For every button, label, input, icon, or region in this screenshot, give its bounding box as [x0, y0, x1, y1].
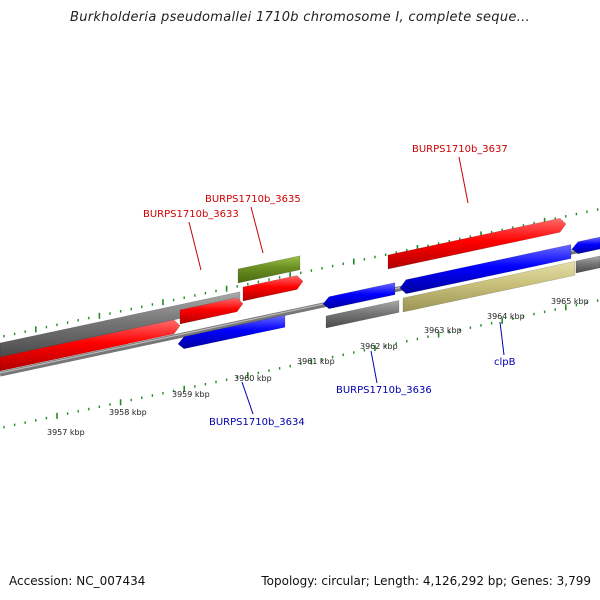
scale-label: 3958 kbp — [109, 408, 147, 417]
gene-label[interactable]: clpB — [494, 357, 516, 368]
gene-label[interactable]: BURPS1710b_3636 — [336, 385, 432, 396]
scale-label: 3964 kbp — [487, 312, 525, 321]
gene-feature-forward[interactable] — [179, 297, 244, 325]
gene-feature-gray[interactable] — [325, 300, 400, 329]
scale-labels: 3957 kbp 3958 kbp 3959 kbp 3960 kbp 3961 kbp… — [47, 297, 589, 437]
scale-label: 3960 kbp — [234, 374, 272, 383]
scale-label: 3962 kbp — [360, 342, 398, 351]
scale-label: 3965 kbp — [551, 297, 589, 306]
gene-label[interactable]: BURPS1710b_3634 — [209, 417, 305, 428]
map-title: Burkholderia pseudomallei 1710b chromoso… — [69, 10, 530, 25]
scale-ticks — [3, 208, 599, 429]
callout-line — [188, 221, 202, 271]
gene-feature-forward[interactable] — [242, 275, 304, 302]
scale-label: 3963 kbp — [424, 326, 462, 335]
callout-line — [499, 321, 505, 356]
gene-feature-reverse[interactable] — [177, 314, 286, 349]
gene-features[interactable] — [0, 218, 600, 372]
gene-feature-forward[interactable] — [387, 218, 567, 270]
gene-label[interactable]: BURPS1710b_3637 — [412, 144, 508, 155]
scale-label: 3957 kbp — [47, 428, 85, 437]
callout-line — [370, 350, 378, 384]
gene-feature-olive[interactable] — [237, 255, 301, 284]
scale-label: 3959 kbp — [172, 390, 210, 399]
callout-line — [458, 156, 469, 204]
gene-callouts: BURPS1710b_3637 BURPS1710b_3635 BURPS1710b… — [143, 144, 516, 428]
gene-feature-gray[interactable] — [575, 255, 600, 274]
gene-feature-reverse[interactable] — [399, 244, 572, 294]
gene-label[interactable]: BURPS1710b_3633 — [143, 209, 239, 220]
scale-label: 3961 kbp — [297, 357, 335, 366]
gene-label[interactable]: BURPS1710b_3635 — [205, 194, 301, 205]
accession-text: Accession: NC_007434 — [9, 574, 146, 588]
gene-feature-clpb[interactable] — [402, 260, 576, 313]
gene-feature-forward[interactable] — [0, 319, 181, 372]
gene-feature-reverse[interactable] — [571, 236, 600, 254]
callout-line — [250, 206, 264, 254]
genome-summary-text: Topology: circular; Length: 4,126,292 bp… — [261, 574, 591, 588]
gene-feature-reverse[interactable] — [322, 282, 396, 309]
callout-line — [241, 381, 254, 415]
